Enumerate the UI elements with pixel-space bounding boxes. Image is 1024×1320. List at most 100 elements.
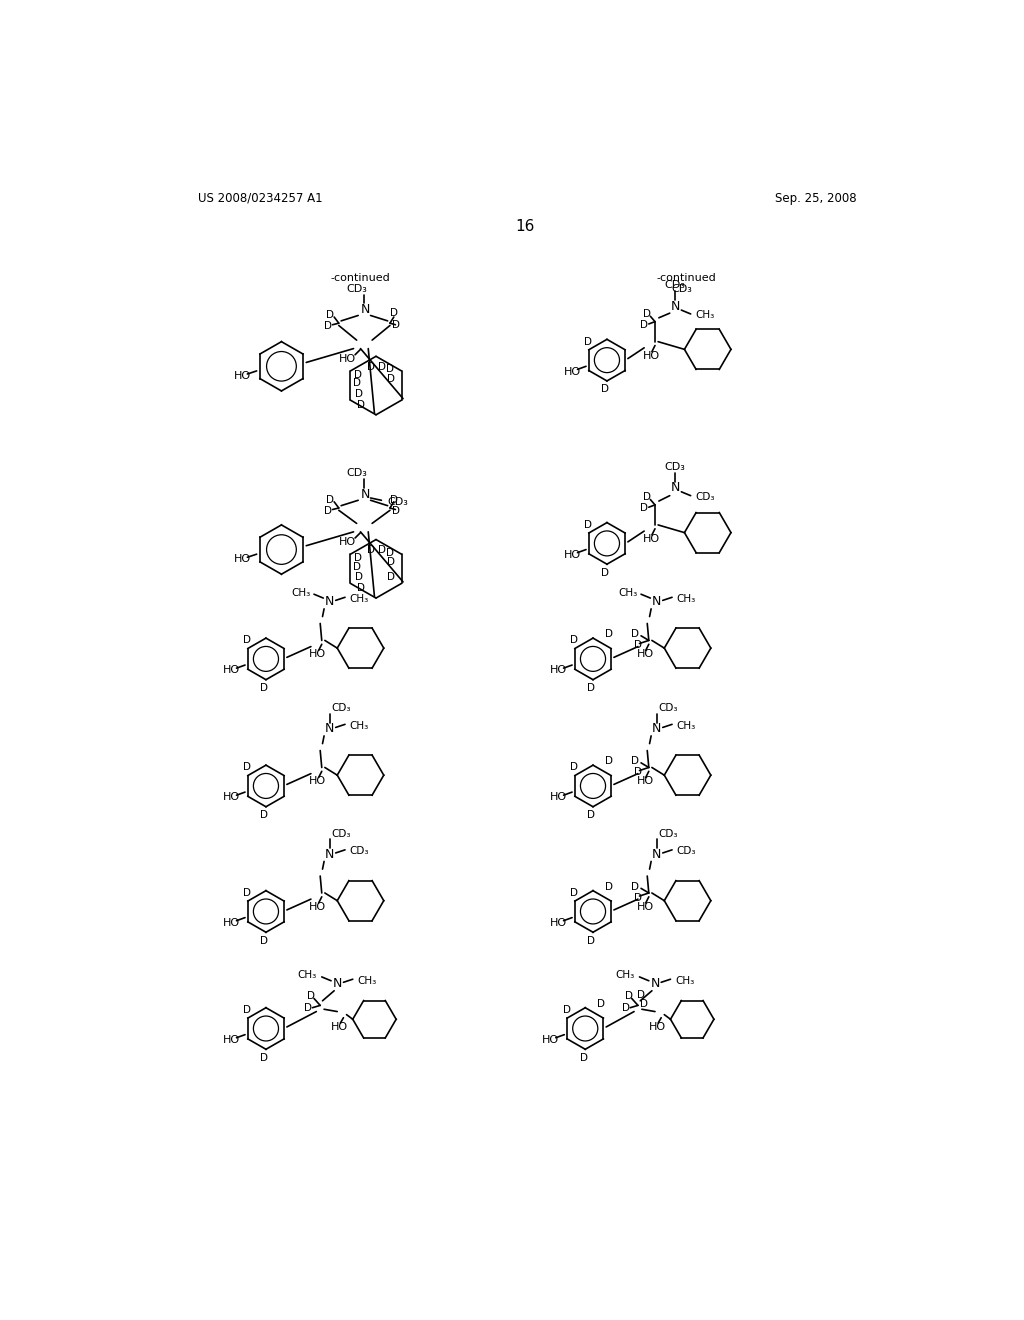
Text: CD₃: CD₃ xyxy=(695,492,715,502)
Text: D: D xyxy=(355,389,364,399)
Text: HO: HO xyxy=(636,776,653,787)
Text: D: D xyxy=(570,635,579,645)
Text: CD₃: CD₃ xyxy=(331,704,350,713)
Text: D: D xyxy=(244,888,251,898)
Text: HO: HO xyxy=(309,649,327,659)
Text: CD₃: CD₃ xyxy=(346,469,367,478)
Text: Sep. 25, 2008: Sep. 25, 2008 xyxy=(775,191,856,205)
Text: CH₃: CH₃ xyxy=(677,721,696,731)
Text: D: D xyxy=(634,767,642,777)
Text: HO: HO xyxy=(563,367,581,376)
Text: D: D xyxy=(625,991,633,1001)
Text: D: D xyxy=(643,309,651,319)
Text: -continued: -continued xyxy=(331,273,390,282)
Text: HO: HO xyxy=(233,371,251,380)
Text: D: D xyxy=(260,1053,268,1063)
Text: D: D xyxy=(640,999,648,1008)
Text: D: D xyxy=(260,810,268,820)
Text: D: D xyxy=(392,506,400,516)
Text: D: D xyxy=(260,936,268,945)
Text: D: D xyxy=(585,337,592,347)
Text: N: N xyxy=(325,847,334,861)
Text: HO: HO xyxy=(636,902,653,912)
Text: D: D xyxy=(244,635,251,645)
Text: CH₃: CH₃ xyxy=(298,970,317,981)
Text: D: D xyxy=(352,379,360,388)
Text: D: D xyxy=(387,374,394,384)
Text: D: D xyxy=(604,756,612,767)
Text: D: D xyxy=(327,310,334,319)
Text: HO: HO xyxy=(550,792,566,803)
Text: N: N xyxy=(671,482,680,495)
Text: 16: 16 xyxy=(515,219,535,234)
Text: HO: HO xyxy=(649,1022,666,1032)
Text: HO: HO xyxy=(331,1022,348,1032)
Text: D: D xyxy=(354,370,362,380)
Text: D: D xyxy=(601,384,609,395)
Text: D: D xyxy=(386,548,394,557)
Text: N: N xyxy=(325,595,334,609)
Text: D: D xyxy=(597,999,605,1008)
Text: D: D xyxy=(244,1005,251,1015)
Text: CH₃: CH₃ xyxy=(349,721,369,731)
Text: N: N xyxy=(333,977,342,990)
Text: -continued: -continued xyxy=(656,273,716,282)
Text: D: D xyxy=(640,319,648,330)
Text: N: N xyxy=(652,847,662,861)
Text: D: D xyxy=(354,553,362,564)
Text: D: D xyxy=(324,321,332,331)
Text: HO: HO xyxy=(309,902,327,912)
Text: CH₃: CH₃ xyxy=(675,975,694,986)
Text: CD₃: CD₃ xyxy=(677,846,696,857)
Text: D: D xyxy=(356,583,365,593)
Text: HO: HO xyxy=(550,917,566,928)
Text: N: N xyxy=(360,487,370,500)
Text: CH₃: CH₃ xyxy=(695,310,715,321)
Text: D: D xyxy=(356,400,365,409)
Text: D: D xyxy=(588,810,595,820)
Text: CD₃: CD₃ xyxy=(672,284,692,293)
Text: D: D xyxy=(604,630,612,639)
Text: CH₃: CH₃ xyxy=(615,970,635,981)
Text: US 2008/0234257 A1: US 2008/0234257 A1 xyxy=(198,191,323,205)
Text: D: D xyxy=(585,520,592,529)
Text: D: D xyxy=(562,1005,570,1015)
Text: HO: HO xyxy=(339,354,356,363)
Text: D: D xyxy=(378,545,386,556)
Text: D: D xyxy=(601,568,609,578)
Text: D: D xyxy=(570,763,579,772)
Text: D: D xyxy=(392,319,400,330)
Text: HO: HO xyxy=(233,554,251,564)
Text: D: D xyxy=(327,495,334,504)
Text: HO: HO xyxy=(222,1035,240,1045)
Text: CD₃: CD₃ xyxy=(658,829,678,838)
Text: N: N xyxy=(671,300,680,313)
Text: CD₃: CD₃ xyxy=(346,284,367,293)
Text: D: D xyxy=(244,763,251,772)
Text: D: D xyxy=(570,888,579,898)
Text: D: D xyxy=(604,882,612,892)
Text: D: D xyxy=(588,936,595,945)
Text: HO: HO xyxy=(222,665,240,676)
Text: HO: HO xyxy=(643,533,659,544)
Text: N: N xyxy=(325,722,334,735)
Text: D: D xyxy=(588,684,595,693)
Text: CH₃: CH₃ xyxy=(349,594,369,603)
Text: HO: HO xyxy=(563,550,581,560)
Text: D: D xyxy=(304,1003,311,1014)
Text: D: D xyxy=(386,364,394,375)
Text: D: D xyxy=(352,561,360,572)
Text: D: D xyxy=(355,573,364,582)
Text: HO: HO xyxy=(643,351,659,360)
Text: CH₃: CH₃ xyxy=(617,587,637,598)
Text: N: N xyxy=(360,302,370,315)
Text: D: D xyxy=(637,990,645,999)
Text: HO: HO xyxy=(309,776,327,787)
Text: CD₃: CD₃ xyxy=(665,280,686,290)
Text: D: D xyxy=(390,308,398,318)
Text: N: N xyxy=(652,595,662,609)
Text: D: D xyxy=(643,492,651,502)
Text: D: D xyxy=(387,573,394,582)
Text: HO: HO xyxy=(222,792,240,803)
Text: HO: HO xyxy=(339,537,356,546)
